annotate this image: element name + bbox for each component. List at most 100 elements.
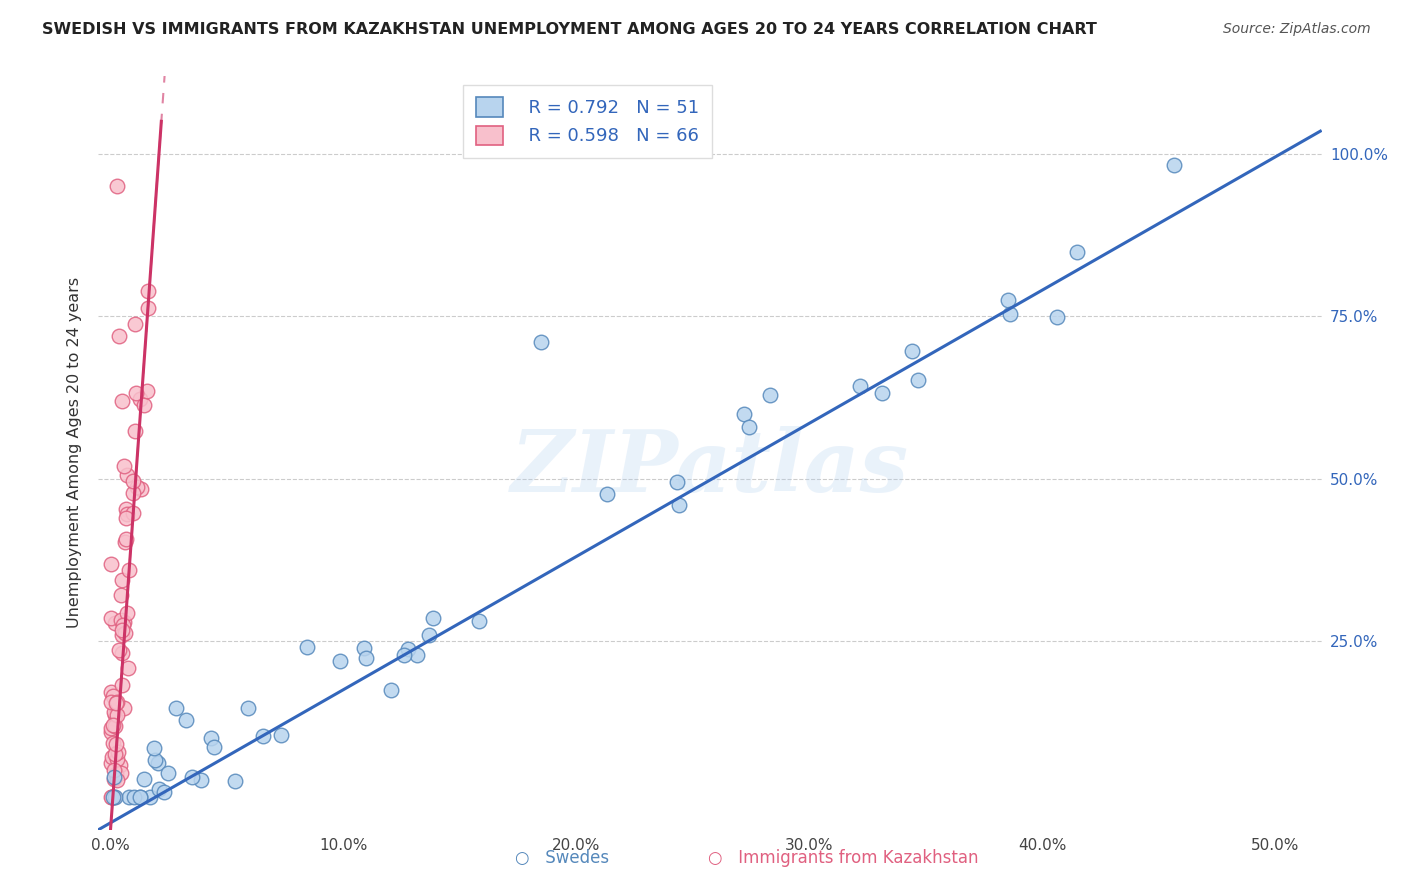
Point [100, 756, 122, 771]
Point [103, 705, 125, 719]
Point [143, 741, 166, 756]
Point [105, 696, 128, 710]
Point [101, 736, 124, 750]
Point [129, 790, 152, 805]
Point [139, 790, 162, 805]
Point [380, 682, 402, 697]
Point [165, 700, 187, 714]
Point [200, 731, 222, 746]
Point [396, 641, 419, 656]
Point [907, 373, 929, 387]
Point [117, 606, 139, 620]
Point [900, 344, 922, 359]
Point [224, 773, 246, 788]
Point [236, 701, 259, 715]
Point [136, 284, 159, 298]
Point [115, 502, 138, 516]
Point [122, 790, 145, 805]
Point [104, 790, 127, 805]
Point [104, 747, 127, 762]
Point [108, 643, 131, 657]
Point [297, 640, 319, 655]
Point [100, 790, 122, 805]
Point [759, 387, 782, 401]
Point [104, 719, 127, 733]
Point [112, 615, 135, 629]
Point [145, 753, 167, 767]
Point [114, 626, 136, 640]
Point [190, 773, 212, 788]
Point [105, 179, 128, 194]
Point [110, 588, 132, 602]
Point [118, 563, 141, 577]
Point [104, 616, 127, 631]
Point [104, 707, 127, 722]
Point [129, 482, 152, 496]
Point [104, 767, 127, 781]
Point [105, 737, 128, 751]
Point [467, 615, 489, 629]
Point [122, 486, 145, 500]
Point [111, 393, 134, 408]
Point [1066, 245, 1088, 260]
Text: ○   Swedes: ○ Swedes [516, 849, 609, 867]
Text: Source: ZipAtlas.com: Source: ZipAtlas.com [1223, 22, 1371, 37]
Point [122, 506, 145, 520]
Point [100, 696, 122, 710]
Point [100, 558, 122, 572]
Point [134, 398, 156, 412]
Point [112, 458, 135, 473]
Point [100, 724, 122, 739]
Point [125, 385, 148, 400]
Point [127, 480, 149, 494]
Point [353, 640, 375, 655]
Point [111, 573, 134, 587]
Point [135, 384, 157, 398]
Point [668, 498, 690, 512]
Point [138, 301, 160, 316]
Point [111, 623, 134, 637]
Point [112, 701, 135, 715]
Point [174, 713, 197, 727]
Point [1000, 308, 1022, 322]
Point [105, 707, 128, 722]
Point [666, 475, 689, 490]
Point [1163, 159, 1185, 173]
Point [252, 729, 274, 743]
Point [1046, 310, 1069, 325]
Point [122, 474, 145, 488]
Point [115, 467, 138, 482]
Point [110, 646, 132, 660]
Text: ○   Immigrants from Kazakhstan: ○ Immigrants from Kazakhstan [709, 849, 979, 867]
Point [870, 385, 893, 400]
Point [105, 772, 128, 787]
Point [107, 745, 129, 759]
Point [329, 654, 352, 668]
Point [110, 628, 132, 642]
Point [733, 407, 755, 421]
Point [105, 752, 128, 766]
Point [202, 740, 225, 755]
Point [418, 628, 440, 642]
Point [392, 648, 415, 662]
Point [101, 689, 124, 703]
Point [115, 510, 138, 524]
Point [153, 785, 176, 799]
Point [124, 424, 146, 438]
Point [110, 758, 132, 772]
Point [114, 532, 136, 546]
Point [118, 790, 141, 805]
Point [101, 790, 124, 805]
Point [107, 695, 129, 709]
Point [101, 790, 124, 805]
Point [112, 617, 135, 632]
Point [101, 790, 124, 805]
Point [128, 392, 150, 406]
Point [128, 790, 150, 805]
Point [148, 781, 170, 796]
Point [156, 766, 179, 780]
Point [132, 772, 155, 786]
Point [115, 508, 138, 522]
Point [530, 335, 553, 350]
Point [101, 718, 124, 732]
